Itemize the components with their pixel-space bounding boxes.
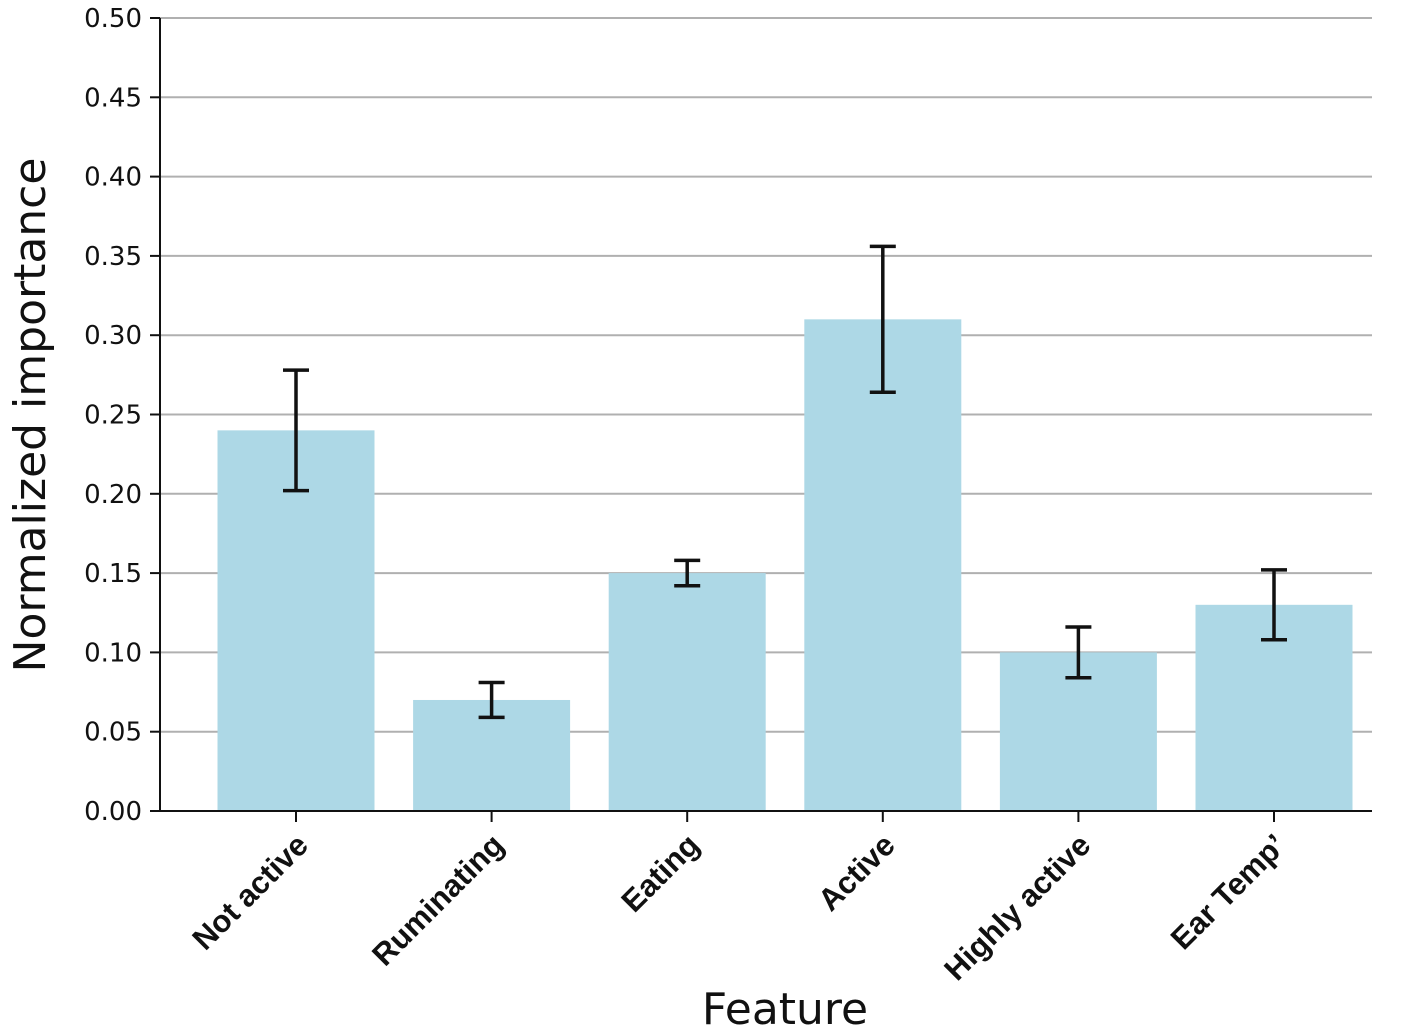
- x-tick-label: Not active: [185, 827, 315, 957]
- x-tick-label: Ear Temp’: [1164, 827, 1293, 956]
- y-tick-label: 0.15: [84, 559, 142, 589]
- bar: [608, 573, 766, 811]
- y-tick-labels: 0.00 0.05 0.10 0.15 0.20 0.25 0.30 0.35 0.40 0.45…: [84, 4, 142, 827]
- y-tick-label: 0.20: [84, 480, 142, 510]
- x-tick-label: Ruminating: [365, 827, 510, 972]
- y-tick-label: 0.45: [84, 83, 142, 113]
- y-tick-label: 0.25: [84, 401, 142, 431]
- x-tick-labels: Not active Ruminating Eating Active Highly a…: [185, 827, 1293, 987]
- x-tick-label: Eating: [614, 827, 706, 919]
- y-tick-label: 0.10: [84, 638, 142, 668]
- x-axis-title: Feature: [702, 984, 868, 1034]
- y-tick-label: 0.00: [84, 797, 142, 827]
- y-tick-label: 0.05: [84, 718, 142, 748]
- y-axis-title: Normalized importance: [5, 158, 56, 673]
- bar: [804, 319, 962, 811]
- axes: [150, 17, 1372, 822]
- x-tick-label: Highly active: [937, 827, 1097, 987]
- y-tick-label: 0.40: [84, 163, 142, 193]
- y-tick-label: 0.50: [84, 4, 142, 34]
- x-tick-label: Active: [811, 827, 902, 918]
- error-bars: [283, 244, 1287, 720]
- bar: [217, 430, 375, 811]
- bars: [217, 319, 1353, 811]
- y-tick-label: 0.35: [84, 242, 142, 272]
- y-tick-label: 0.30: [84, 321, 142, 351]
